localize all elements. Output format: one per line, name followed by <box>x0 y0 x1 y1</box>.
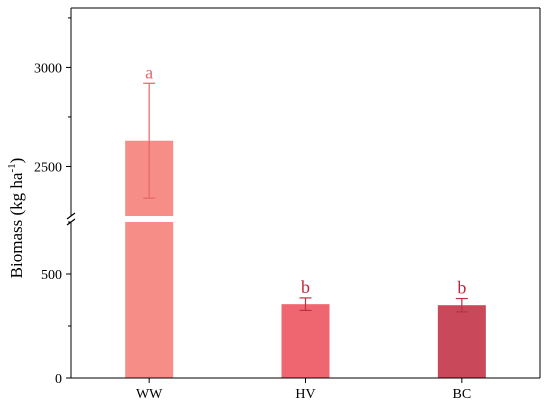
axis-break-mark-upper <box>66 212 76 220</box>
x-tick-label-hv: HV <box>295 387 315 402</box>
y-axis-title-close: ) <box>7 158 26 164</box>
y-tick-label-500: 500 <box>41 268 62 283</box>
y-axis-title-superscript: -1 <box>6 163 18 172</box>
x-tick-label-bc: BC <box>452 387 471 402</box>
significance-letter-ww: a <box>145 62 153 82</box>
y-tick-label-3000: 3000 <box>34 61 62 76</box>
axis-break-gap <box>72 216 540 222</box>
y-axis-title-main: Biomass (kg ha <box>7 172 26 278</box>
y-tick-label-zero: 0 <box>55 372 62 387</box>
x-tick-label-ww: WW <box>136 387 163 402</box>
significance-letter-hv: b <box>301 277 310 297</box>
bar-bc <box>437 305 486 378</box>
bar-hv <box>281 304 330 378</box>
significance-letter-bc: b <box>457 278 466 298</box>
y-axis-title: Biomass (kg ha-1) <box>6 158 26 279</box>
y-tick-label-2500: 2500 <box>34 160 62 175</box>
